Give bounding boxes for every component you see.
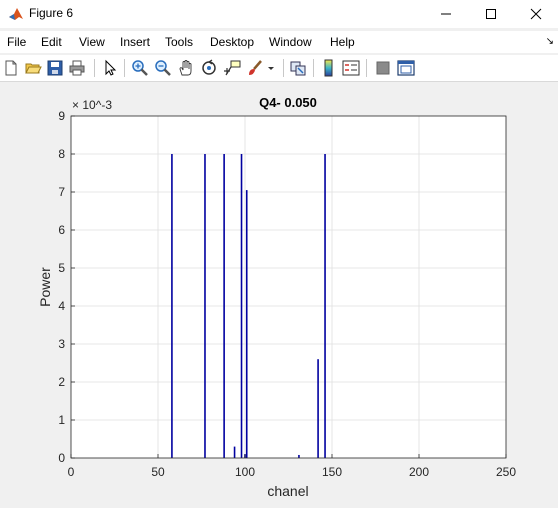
toolbar-separator [124,59,125,77]
zoom-out-icon[interactable] [154,59,172,77]
y-ticks: 0 1 2 3 4 5 6 7 8 9 [58,109,75,465]
menu-desktop[interactable]: Desktop [210,35,255,49]
toolbar-separator [283,59,284,77]
save-icon[interactable] [46,59,64,77]
figure-toolbar [0,55,558,82]
menu-edit[interactable]: Edit [41,35,62,49]
maximize-icon [485,9,496,19]
y-exponent: × 10^-3 [72,98,112,112]
y-tick-label: 6 [58,223,65,237]
menu-insert[interactable]: Insert [120,35,151,49]
y-tick-label: 9 [58,109,65,123]
y-tick-label: 2 [58,375,65,389]
menu-file[interactable]: File [7,35,27,49]
new-figure-icon[interactable] [2,59,20,77]
y-tick-label: 3 [58,337,65,351]
bar[interactable] [245,190,248,458]
bar[interactable] [204,154,206,458]
bar[interactable] [171,154,173,458]
pan-hand-icon[interactable] [177,59,195,77]
rotate-3d-icon[interactable] [200,59,218,77]
x-tick-label: 150 [322,465,342,479]
y-tick-label: 8 [58,147,65,161]
grid-lines [71,116,506,458]
toolbar-separator [366,59,367,77]
show-plot-tools-icon[interactable] [397,59,415,77]
bar[interactable] [240,154,243,458]
axes-box [70,115,507,459]
maximize-button[interactable] [468,0,513,28]
y-tick-label: 7 [58,185,65,199]
hide-plot-tools-icon[interactable] [374,59,392,77]
figure-canvas: 0 50 100 150 200 250 0 1 2 3 4 5 6 7 8 9 Q4- 0.050 cha… [0,82,558,503]
title-bar: Figure 6 [0,0,558,28]
y-tick-label: 0 [58,451,65,465]
bar[interactable] [317,359,319,458]
x-tick-label: 250 [496,465,516,479]
plot-area[interactable] [71,116,506,458]
y-tick-label: 4 [58,299,65,313]
print-icon[interactable] [68,59,86,77]
menu-bar: File Edit View Insert Tools Desktop Wind… [0,31,558,53]
x-tick-label: 0 [68,465,75,479]
zoom-in-icon[interactable] [131,59,149,77]
minimize-button[interactable] [423,0,468,28]
minimize-icon [440,13,451,15]
bar[interactable] [324,154,326,458]
y-axis-label: Power [37,267,53,307]
brush-dropdown-icon[interactable] [266,59,276,77]
bar[interactable] [233,446,236,458]
menu-tools[interactable]: Tools [165,35,194,49]
data-cursor-icon[interactable] [223,59,241,77]
close-button[interactable] [513,0,558,28]
menu-window[interactable]: Window [269,35,312,49]
edit-plot-arrow-icon[interactable] [101,59,119,77]
bar[interactable] [223,154,225,458]
close-icon [530,8,541,20]
x-tick-label: 200 [409,465,429,479]
y-tick-label: 1 [58,413,65,427]
insert-legend-icon[interactable] [342,59,360,77]
toolbar-separator [313,59,314,77]
insert-colorbar-icon[interactable] [320,59,338,77]
menu-view[interactable]: View [79,35,105,49]
x-ticks: 0 50 100 150 200 250 [68,454,516,479]
window-title: Figure 6 [29,6,74,20]
chart-title: Q4- 0.050 [259,95,317,110]
x-axis-label: chanel [267,483,308,499]
x-tick-label: 100 [235,465,255,479]
link-plot-icon[interactable] [289,59,307,77]
matlab-icon [9,8,23,20]
toolbar-separator [94,59,95,77]
dock-arrow-icon[interactable]: ↘ [545,36,554,47]
open-file-icon[interactable] [24,59,42,77]
brush-icon[interactable] [246,59,264,77]
menu-help[interactable]: Help [330,35,355,49]
power-chart[interactable]: 0 50 100 150 200 250 0 1 2 3 4 5 6 7 8 9 Q4- 0.050 cha… [0,82,558,503]
x-tick-label: 50 [151,465,165,479]
bar[interactable] [298,454,300,458]
y-tick-label: 5 [58,261,65,275]
